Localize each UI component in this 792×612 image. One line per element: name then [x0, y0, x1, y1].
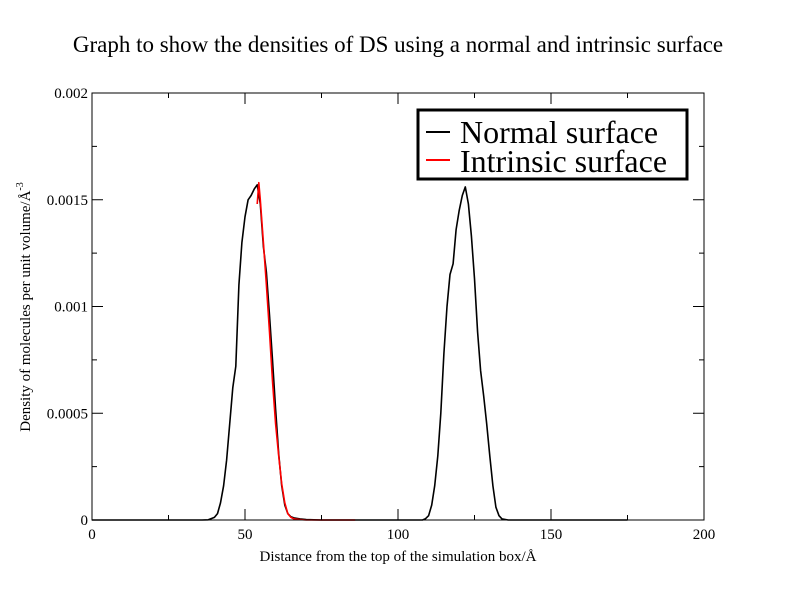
y-tick-label: 0.001 — [54, 300, 88, 316]
y-axis-label: Density of molecules per unit volume/Å-3 — [15, 182, 34, 432]
legend-box — [416, 108, 689, 181]
y-tick-label: 0.0015 — [47, 193, 88, 209]
legend: Normal surface Intrinsic surface — [416, 108, 689, 181]
series-layer — [92, 181, 628, 521]
x-tick-label: 200 — [693, 527, 716, 543]
y-tick-label: 0.002 — [54, 86, 88, 102]
legend-label-normal: Normal surface — [460, 114, 658, 150]
y-tick-label: 0.0005 — [47, 406, 88, 422]
y-axis-label-exponent: -3 — [15, 182, 26, 190]
x-tick-label: 50 — [238, 527, 253, 543]
series-line-0 — [92, 184, 628, 521]
y-axis-label-group: Density of molecules per unit volume/Å-3 — [15, 182, 34, 432]
x-axis-label: Distance from the top of the simulation … — [259, 549, 536, 565]
y-axis-label-text: Density of molecules per unit volume/Å — [18, 190, 34, 431]
legend-label-intrinsic: Intrinsic surface — [460, 143, 667, 179]
tick-layer: 0 50 100 150 200 0 0.0005 0.001 0.0015 0.002 — [47, 86, 716, 543]
x-tick-label: 150 — [540, 527, 563, 543]
chart-title: Graph to show the densities of DS using … — [73, 32, 723, 57]
y-tick-label: 0 — [81, 513, 89, 529]
x-tick-label: 100 — [387, 527, 410, 543]
x-tick-label: 0 — [88, 527, 96, 543]
